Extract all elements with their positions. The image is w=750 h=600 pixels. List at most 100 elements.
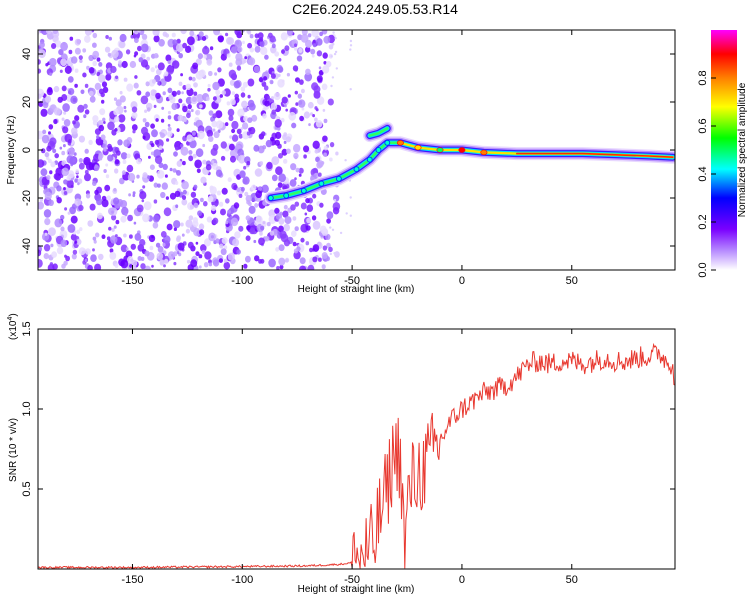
noise-speck xyxy=(267,95,271,100)
noise-speck xyxy=(180,146,189,156)
noise-speck xyxy=(298,48,303,53)
noise-speck xyxy=(88,139,93,145)
noise-speck xyxy=(283,158,288,164)
ridge-blob xyxy=(353,166,360,173)
noise-speck xyxy=(349,44,353,47)
noise-speck xyxy=(126,164,134,173)
noise-speck xyxy=(212,143,219,151)
noise-speck xyxy=(157,183,161,188)
noise-speck xyxy=(120,244,128,253)
noise-speck xyxy=(321,228,329,236)
noise-speck xyxy=(166,223,173,231)
noise-speck xyxy=(312,244,320,252)
noise-speck xyxy=(38,93,42,99)
noise-speck xyxy=(334,37,337,40)
noise-speck xyxy=(76,229,81,235)
noise-speck xyxy=(179,143,184,148)
noise-speck xyxy=(227,108,235,117)
noise-speck xyxy=(195,251,200,257)
noise-speck xyxy=(283,204,288,210)
noise-speck xyxy=(349,39,353,43)
noise-speck xyxy=(48,158,52,164)
noise-speck xyxy=(275,166,283,176)
noise-speck xyxy=(150,123,156,129)
noise-speck xyxy=(136,158,142,165)
noise-speck xyxy=(228,69,237,79)
noise-speck xyxy=(233,80,241,89)
noise-speck xyxy=(162,163,168,170)
ridge-blob xyxy=(335,175,342,182)
noise-speck xyxy=(94,82,102,91)
noise-speck xyxy=(118,60,122,65)
noise-speck xyxy=(210,205,217,212)
noise-speck xyxy=(171,102,178,111)
noise-speck xyxy=(166,65,175,75)
noise-speck xyxy=(63,179,68,185)
colorbar-axis: 0.0 0.2 0.4 0.6 0.8 xyxy=(697,70,716,278)
noise-speck xyxy=(84,30,92,36)
noise-speck xyxy=(227,37,235,45)
noise-speck xyxy=(261,131,266,137)
noise-speck xyxy=(241,100,248,109)
noise-speck xyxy=(190,108,194,113)
noise-speck xyxy=(44,152,49,158)
noise-speck xyxy=(230,155,236,163)
noise-speck xyxy=(307,33,312,38)
noise-speck xyxy=(203,54,207,59)
noise-speck xyxy=(212,113,217,119)
noise-speck xyxy=(195,109,201,116)
noise-speck xyxy=(113,225,117,229)
noise-speck xyxy=(322,52,328,59)
noise-speck xyxy=(193,184,198,190)
noise-speck xyxy=(244,191,249,197)
noise-speck xyxy=(160,132,165,139)
noise-speck xyxy=(294,90,298,95)
noise-speck xyxy=(78,158,83,163)
noise-speck xyxy=(321,30,328,35)
bottom-x-tick-label: -50 xyxy=(344,574,360,586)
noise-speck xyxy=(53,118,58,125)
noise-speck xyxy=(198,254,203,259)
noise-speck xyxy=(239,170,246,178)
noise-speck xyxy=(130,34,134,39)
noise-speck xyxy=(134,233,142,241)
noise-speck xyxy=(133,54,137,58)
noise-speck xyxy=(123,105,127,110)
noise-speck xyxy=(300,33,309,43)
noise-speck xyxy=(181,198,188,206)
noise-speck xyxy=(92,248,95,252)
noise-speck xyxy=(172,168,177,173)
noise-speck xyxy=(150,67,155,73)
noise-speck xyxy=(198,223,205,230)
noise-speck xyxy=(257,186,262,192)
noise-speck xyxy=(154,155,163,164)
noise-speck xyxy=(87,264,93,270)
noise-speck xyxy=(118,40,126,49)
bottom-y-multiplier-close: ) xyxy=(8,313,19,316)
noise-speck xyxy=(118,114,126,123)
noise-speck xyxy=(137,45,142,52)
noise-speck xyxy=(78,247,86,256)
noise-speck xyxy=(144,250,150,257)
noise-speck xyxy=(80,89,85,95)
noise-speck xyxy=(173,151,178,157)
noise-speck xyxy=(213,30,221,36)
noise-speck xyxy=(292,241,297,247)
noise-speck xyxy=(121,206,129,216)
noise-speck xyxy=(294,47,298,51)
noise-speck xyxy=(157,246,164,253)
noise-speck xyxy=(130,243,136,250)
noise-speck xyxy=(46,156,50,161)
noise-speck xyxy=(151,264,154,268)
noise-speck xyxy=(38,249,42,257)
noise-speck xyxy=(132,129,136,134)
noise-speck xyxy=(156,170,165,179)
noise-speck xyxy=(113,187,117,192)
top-x-tick-label: -100 xyxy=(231,275,253,287)
noise-speck xyxy=(202,143,206,148)
noise-speck xyxy=(318,66,322,70)
noise-speck xyxy=(296,55,303,62)
noise-speck xyxy=(316,96,325,105)
noise-speck xyxy=(84,35,91,43)
noise-speck xyxy=(264,54,269,60)
